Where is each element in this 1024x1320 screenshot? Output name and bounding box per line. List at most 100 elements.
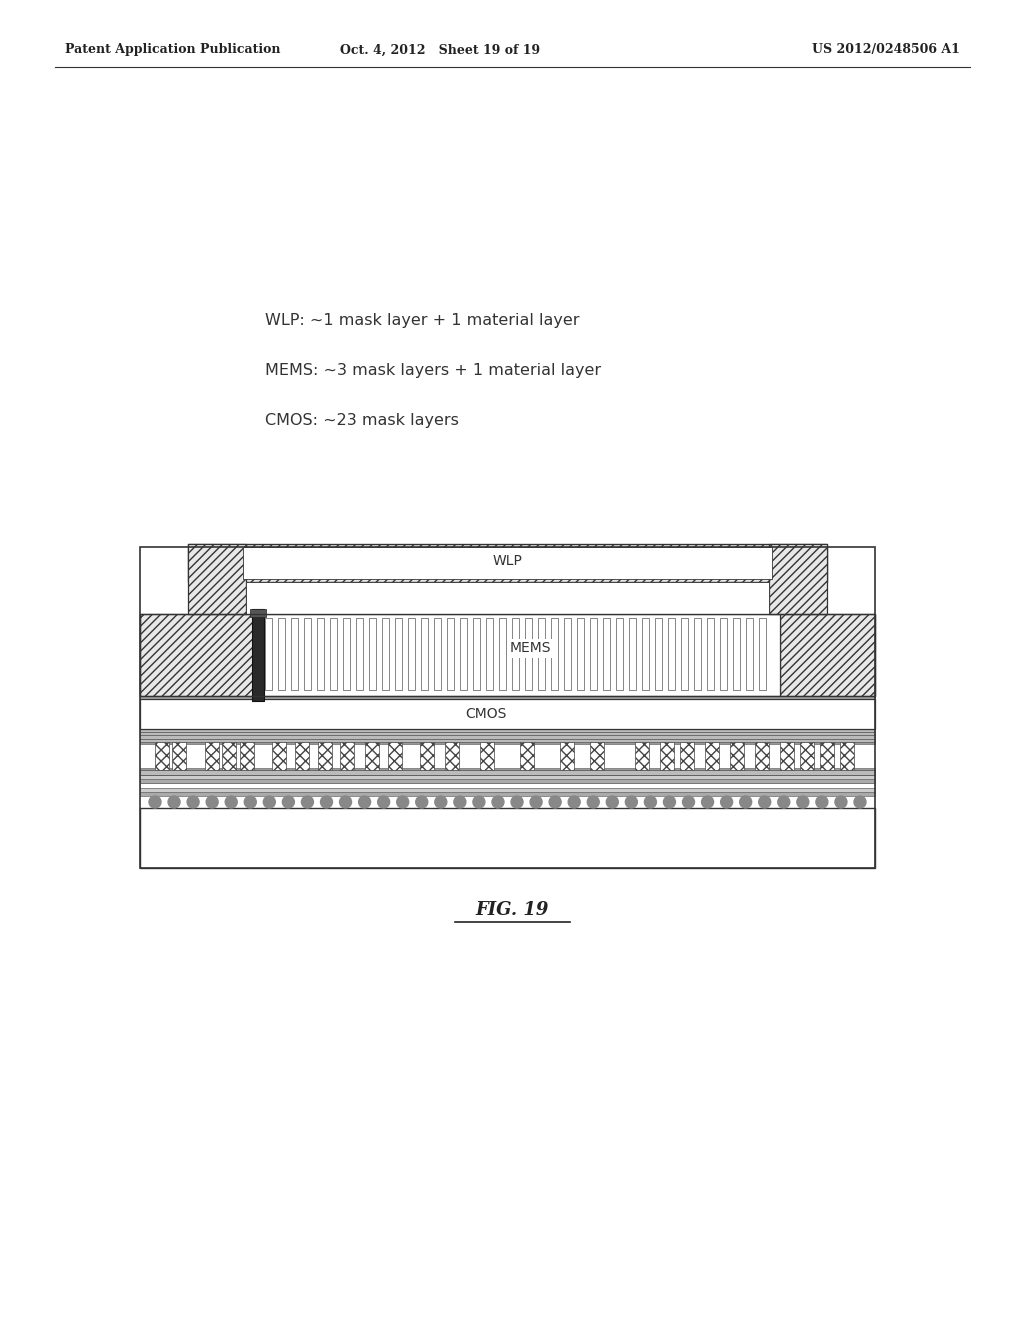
Circle shape bbox=[587, 796, 599, 808]
Bar bbox=[140, 808, 874, 869]
Bar bbox=[590, 742, 604, 770]
Bar bbox=[590, 618, 597, 690]
Bar bbox=[480, 742, 494, 770]
Bar bbox=[318, 742, 332, 770]
Circle shape bbox=[378, 796, 390, 808]
Bar bbox=[680, 742, 694, 770]
Text: US 2012/0248506 A1: US 2012/0248506 A1 bbox=[812, 44, 961, 57]
Circle shape bbox=[511, 796, 523, 808]
Circle shape bbox=[778, 796, 790, 808]
Bar bbox=[445, 742, 459, 770]
Bar bbox=[525, 618, 532, 690]
Bar bbox=[272, 742, 286, 770]
Bar bbox=[252, 609, 264, 701]
Bar bbox=[780, 742, 794, 770]
Bar bbox=[421, 618, 428, 690]
Bar bbox=[243, 546, 772, 579]
Bar bbox=[369, 618, 376, 690]
Text: WLP: ~1 mask layer + 1 material layer: WLP: ~1 mask layer + 1 material layer bbox=[265, 313, 580, 327]
Circle shape bbox=[644, 796, 656, 808]
Bar bbox=[140, 770, 874, 775]
Bar bbox=[538, 618, 545, 690]
Bar bbox=[140, 788, 874, 792]
Circle shape bbox=[435, 796, 446, 808]
Bar bbox=[140, 775, 874, 779]
Circle shape bbox=[168, 796, 180, 808]
Circle shape bbox=[225, 796, 238, 808]
Circle shape bbox=[473, 796, 485, 808]
Circle shape bbox=[492, 796, 504, 808]
Bar bbox=[733, 618, 740, 690]
Text: MEMS: MEMS bbox=[510, 642, 551, 656]
Bar bbox=[365, 742, 379, 770]
Bar bbox=[291, 618, 298, 690]
Bar bbox=[188, 544, 246, 614]
Bar bbox=[265, 618, 272, 690]
Circle shape bbox=[206, 796, 218, 808]
Circle shape bbox=[759, 796, 771, 808]
Circle shape bbox=[854, 796, 866, 808]
Bar bbox=[140, 546, 874, 869]
Text: Oct. 4, 2012   Sheet 19 of 19: Oct. 4, 2012 Sheet 19 of 19 bbox=[340, 44, 540, 57]
Circle shape bbox=[340, 796, 351, 808]
Bar bbox=[780, 614, 874, 696]
Bar bbox=[155, 742, 169, 770]
Bar bbox=[205, 742, 219, 770]
Bar bbox=[240, 742, 254, 770]
Bar bbox=[660, 742, 674, 770]
Bar bbox=[420, 742, 434, 770]
Circle shape bbox=[530, 796, 542, 808]
Bar bbox=[278, 618, 285, 690]
Bar bbox=[140, 733, 874, 735]
Bar bbox=[668, 618, 675, 690]
Bar bbox=[486, 618, 493, 690]
Bar bbox=[694, 618, 701, 690]
Bar bbox=[560, 742, 574, 770]
Text: Patent Application Publication: Patent Application Publication bbox=[65, 44, 281, 57]
Bar bbox=[730, 742, 744, 770]
Circle shape bbox=[263, 796, 275, 808]
Bar bbox=[603, 618, 610, 690]
Bar bbox=[551, 618, 558, 690]
Circle shape bbox=[701, 796, 714, 808]
Bar bbox=[140, 739, 874, 742]
Circle shape bbox=[683, 796, 694, 808]
Bar bbox=[295, 742, 309, 770]
Bar bbox=[140, 700, 874, 729]
Bar bbox=[246, 582, 769, 614]
Circle shape bbox=[568, 796, 581, 808]
Bar bbox=[388, 742, 402, 770]
Circle shape bbox=[739, 796, 752, 808]
Circle shape bbox=[396, 796, 409, 808]
Text: MEMS: ~3 mask layers + 1 material layer: MEMS: ~3 mask layers + 1 material layer bbox=[265, 363, 601, 378]
Bar bbox=[616, 618, 623, 690]
Bar bbox=[720, 618, 727, 690]
Bar bbox=[188, 544, 827, 582]
Circle shape bbox=[721, 796, 732, 808]
Bar bbox=[408, 618, 415, 690]
Bar bbox=[140, 768, 874, 770]
Circle shape bbox=[626, 796, 637, 808]
Bar bbox=[707, 618, 714, 690]
Bar bbox=[140, 614, 874, 696]
Bar bbox=[629, 618, 636, 690]
Bar bbox=[356, 618, 362, 690]
Bar bbox=[769, 544, 827, 614]
Bar bbox=[635, 742, 649, 770]
Bar bbox=[681, 618, 688, 690]
Bar bbox=[222, 742, 236, 770]
Bar bbox=[317, 618, 324, 690]
Circle shape bbox=[321, 796, 333, 808]
Bar bbox=[434, 618, 441, 690]
Bar bbox=[140, 792, 874, 796]
Bar bbox=[499, 618, 506, 690]
Bar bbox=[759, 618, 766, 690]
Text: WLP: WLP bbox=[493, 554, 522, 568]
Bar bbox=[140, 614, 260, 696]
Bar bbox=[260, 614, 780, 696]
Circle shape bbox=[797, 796, 809, 808]
Bar bbox=[140, 742, 874, 744]
Bar bbox=[520, 742, 534, 770]
Circle shape bbox=[549, 796, 561, 808]
Bar bbox=[395, 618, 402, 690]
